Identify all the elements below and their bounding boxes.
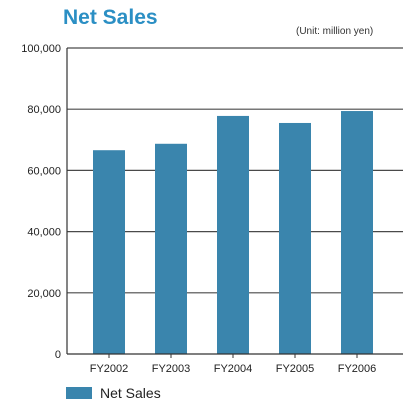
x-tick-label: FY2002	[90, 363, 129, 375]
bar-fy2003	[155, 143, 187, 354]
x-tick-label: FY2005	[276, 363, 315, 375]
bar-fy2002	[93, 150, 125, 354]
y-tick-label: 0	[55, 349, 61, 361]
x-tick-label: FY2003	[152, 363, 191, 375]
y-tick-label: 20,000	[27, 288, 61, 300]
x-tick-label: FY2004	[214, 363, 253, 375]
y-tick-label: 100,000	[21, 43, 61, 55]
bar-fy2004	[217, 115, 249, 354]
legend-label: Net Sales	[100, 385, 161, 401]
x-tick-label: FY2006	[338, 363, 377, 375]
legend: Net Sales	[66, 385, 161, 401]
unit-note: (Unit: million yen)	[296, 26, 374, 37]
y-tick-label: 80,000	[27, 104, 61, 116]
bar-fy2005	[279, 122, 311, 354]
y-tick-label: 60,000	[27, 165, 61, 177]
legend-swatch	[66, 387, 92, 399]
chart-title: Net Sales	[63, 6, 158, 29]
bar-fy2006	[341, 111, 373, 354]
y-tick-label: 40,000	[27, 227, 61, 239]
